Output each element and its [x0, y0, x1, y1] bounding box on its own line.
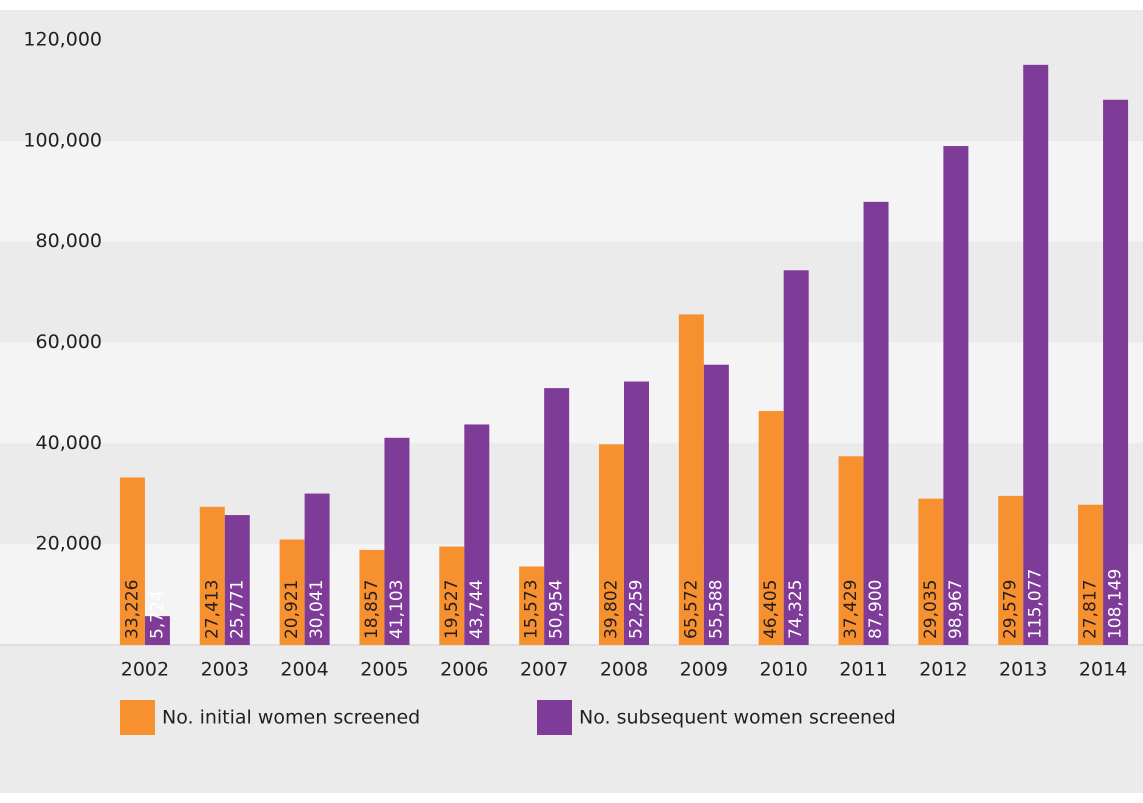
value-label: 27,817 [1081, 580, 1101, 639]
value-label: 55,588 [706, 580, 726, 639]
bar [304, 493, 330, 645]
value-label: 33,226 [122, 580, 142, 639]
x-tick-label: 2007 [520, 659, 568, 681]
value-label: 108,149 [1106, 569, 1126, 639]
y-tick-label: 60,000 [36, 331, 102, 353]
bar [624, 381, 649, 645]
value-label: 46,405 [761, 580, 781, 639]
x-tick-label: 2002 [121, 659, 169, 681]
plot-band [0, 342, 1143, 444]
bar [943, 146, 969, 645]
value-label: 98,967 [946, 580, 966, 639]
bar [199, 506, 225, 645]
bar [279, 539, 305, 645]
x-tick-label: 2011 [839, 659, 887, 681]
value-label: 15,573 [522, 580, 542, 639]
bar [464, 424, 490, 645]
x-tick-label: 2014 [1079, 659, 1127, 681]
bar [384, 437, 410, 645]
bar [998, 495, 1024, 645]
value-label: 5,724 [147, 590, 167, 639]
value-label: 41,103 [387, 580, 407, 639]
x-tick-label: 2003 [201, 659, 249, 681]
value-label: 52,259 [627, 580, 647, 639]
x-tick-label: 2009 [680, 659, 728, 681]
value-label: 74,325 [786, 580, 806, 639]
bar [758, 411, 784, 645]
value-label: 27,413 [202, 580, 222, 639]
bar [599, 444, 624, 645]
bar [439, 546, 465, 645]
value-label: 37,429 [841, 580, 861, 639]
value-label: 18,857 [362, 580, 382, 639]
value-label: 115,077 [1026, 569, 1046, 639]
bar [703, 364, 729, 645]
x-tick-label: 2006 [440, 659, 488, 681]
legend-label: No. subsequent women screened [579, 707, 896, 729]
bar [224, 515, 250, 645]
y-tick-label: 120,000 [23, 29, 102, 51]
bar [678, 314, 704, 645]
y-tick-label: 80,000 [36, 230, 102, 252]
value-label: 43,744 [467, 580, 487, 639]
legend-swatch [537, 700, 572, 735]
plot-band [0, 544, 1143, 645]
value-label: 29,035 [921, 580, 941, 639]
bar [1078, 504, 1104, 645]
bar [519, 566, 545, 645]
y-tick-label: 100,000 [23, 129, 102, 151]
plot-band [0, 241, 1143, 343]
x-tick-label: 2004 [280, 659, 328, 681]
bar [918, 498, 944, 645]
value-label: 30,041 [307, 580, 327, 639]
x-tick-label: 2012 [919, 659, 967, 681]
bar [119, 477, 145, 645]
y-tick-label: 20,000 [36, 533, 102, 555]
x-tick-label: 2008 [600, 659, 648, 681]
y-tick-label: 40,000 [36, 432, 102, 454]
value-label: 19,527 [442, 580, 462, 639]
value-label: 50,954 [547, 580, 567, 639]
value-label: 20,921 [282, 580, 302, 639]
legend-label: No. initial women screened [162, 707, 420, 729]
bar [544, 388, 570, 645]
bar [838, 456, 864, 645]
value-label: 25,771 [227, 580, 247, 639]
x-tick-label: 2013 [999, 659, 1047, 681]
bar [783, 270, 809, 645]
plot-band [0, 40, 1143, 141]
plot-band [0, 140, 1143, 242]
bar [1103, 99, 1129, 646]
value-label: 29,579 [1001, 580, 1021, 639]
x-tick-label: 2010 [760, 659, 808, 681]
bar [863, 201, 889, 645]
bar [1023, 64, 1049, 645]
value-label: 65,572 [681, 580, 701, 639]
x-tick-label: 2005 [360, 659, 408, 681]
plot-band [0, 443, 1143, 545]
bar [359, 549, 385, 645]
value-label: 39,802 [602, 580, 622, 639]
legend-swatch [120, 700, 155, 735]
value-label: 87,900 [866, 580, 886, 639]
bar [144, 616, 170, 645]
